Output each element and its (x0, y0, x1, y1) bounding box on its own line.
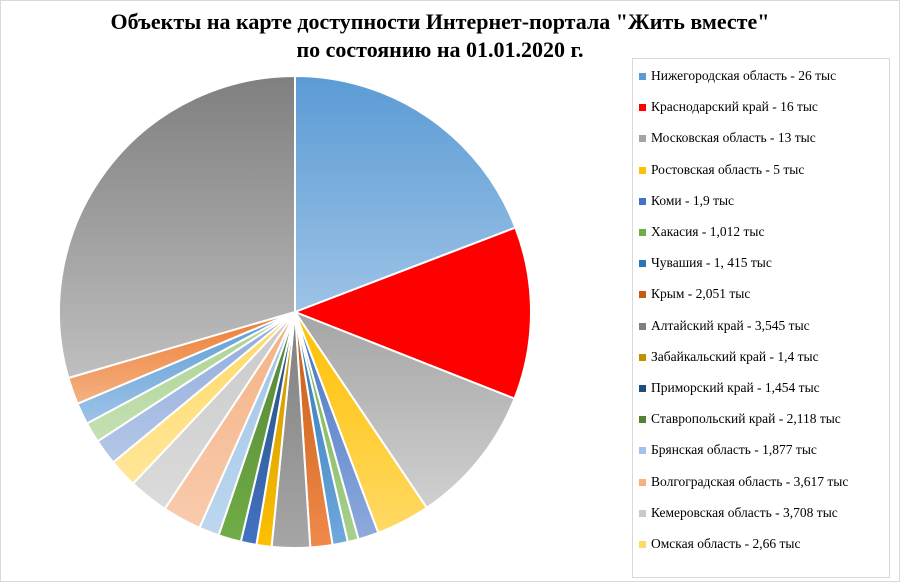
legend-label: Хакасия - 1,012 тыс (651, 224, 765, 239)
legend-label: Кемеровская область - 3,708 тыс (651, 504, 838, 520)
legend-swatch (639, 229, 646, 236)
legend-swatch (639, 260, 646, 268)
legend-swatch (639, 135, 646, 143)
legend-label: Ростовская область - 5 тыс (651, 161, 805, 177)
legend-item: Кемеровская область - 3,708 тыс (639, 504, 889, 520)
legend-swatch (639, 385, 646, 392)
legend-label: Волгоградская область - 3,617 тыс (651, 473, 849, 489)
legend-item: Брянская область - 1,877 тыс (639, 443, 889, 457)
legend-swatch (639, 478, 646, 486)
legend-label: Забайкальский край - 1,4 тыс (651, 348, 819, 364)
pie-slice-1 (292, 226, 533, 400)
legend-item: Забайкальский край - 1,4 тыс (639, 348, 889, 364)
legend-item: Ставропольский край - 2,118 тыс (639, 412, 889, 426)
legend-label: Нижегородская область - 26 тыс (651, 68, 837, 83)
legend-swatch (639, 447, 646, 455)
legend-label: Брянская область - 1,877 тыс (651, 442, 817, 458)
legend-item: Омская область - 2,66 тыс (639, 537, 889, 551)
legend-swatch (639, 416, 646, 424)
legend-label: Краснодарский край - 16 тыс (651, 99, 818, 115)
legend-item: Хакасия - 1,012 тыс (639, 225, 889, 239)
pie-slice-2 (292, 309, 516, 510)
legend-label: Московская область - 13 тыс (651, 130, 816, 146)
legend-label: Коми - 1,9 тыс (651, 192, 735, 208)
legend-item: Крым - 2,051 тыс (639, 287, 889, 301)
chart-title-line1: Объекты на карте доступности Интернет-по… (110, 9, 770, 34)
legend-swatch (639, 104, 646, 112)
legend-label: Алтайский край - 3,545 тыс (651, 317, 810, 333)
pie-slice-20 (58, 74, 296, 380)
legend-swatch (639, 322, 646, 330)
legend-swatch (639, 197, 646, 205)
legend-label: Омская область - 2,66 тыс (651, 536, 801, 551)
chart-title-line2: по состоянию на 01.01.2020 г. (296, 37, 584, 62)
legend-swatch (639, 73, 646, 80)
legend-item: Московская область - 13 тыс (639, 131, 889, 145)
pie-slice-0 (294, 74, 517, 314)
legend-swatch (639, 166, 646, 174)
chart-legend: Нижегородская область - 26 тыс Краснодарс… (632, 58, 890, 578)
legend-item: Чувашия - 1, 415 тыс (639, 256, 889, 270)
legend-label: Ставропольский край - 2,118 тыс (651, 411, 841, 427)
legend-item: Коми - 1,9 тыс (639, 192, 889, 208)
legend-label: Приморский край - 1,454 тыс (651, 380, 820, 395)
legend-item: Краснодарский край - 16 тыс (639, 100, 889, 114)
legend-item: Приморский край - 1,454 тыс (639, 381, 889, 395)
legend-item: Ростовская область - 5 тыс (639, 161, 889, 177)
legend-label: Чувашия - 1, 415 тыс (651, 255, 772, 271)
legend-swatch (639, 291, 646, 299)
legend-item: Нижегородская область - 26 тыс (639, 69, 889, 83)
chart-title: Объекты на карте доступности Интернет-по… (0, 8, 880, 64)
legend-swatch (639, 509, 646, 517)
legend-item: Алтайский край - 3,545 тыс (639, 317, 889, 333)
legend-label: Крым - 2,051 тыс (651, 286, 751, 302)
legend-swatch (639, 353, 646, 361)
legend-swatch (639, 541, 646, 548)
legend-item: Волгоградская область - 3,617 тыс (639, 473, 889, 489)
